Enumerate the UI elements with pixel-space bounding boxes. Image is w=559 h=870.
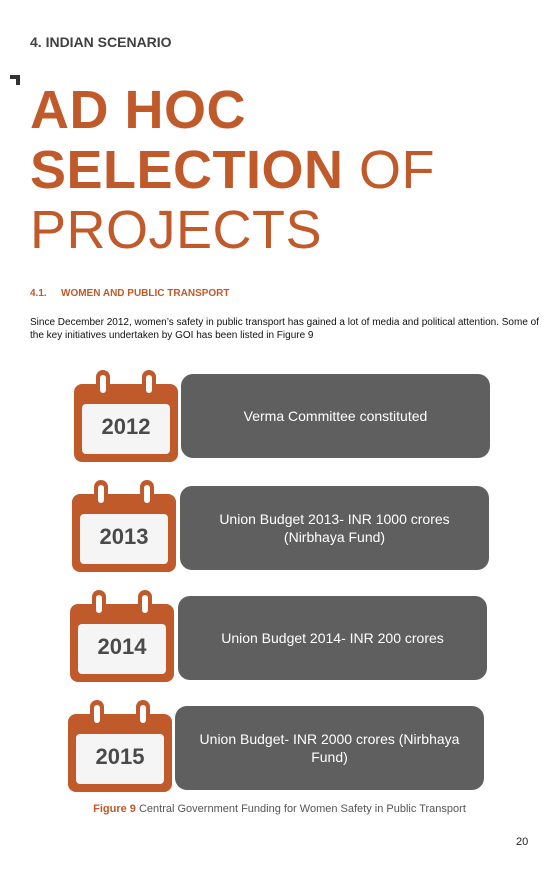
calendar-icon: 2014	[70, 590, 174, 682]
timeline-item-2012: 2012 Verma Committee constituted	[0, 370, 559, 470]
subsection-number: 4.1.	[30, 288, 47, 299]
subsection-heading: 4.1. WOMEN AND PUBLIC TRANSPORT	[30, 288, 230, 299]
timeline-text-box: Union Budget 2014- INR 200 crores	[178, 596, 487, 680]
figure-caption: Figure 9 Central Government Funding for …	[0, 803, 559, 815]
subsection-title: WOMEN AND PUBLIC TRANSPORT	[61, 288, 230, 299]
timeline-text-box: Union Budget 2013- INR 1000 crores (Nirb…	[180, 486, 489, 570]
corner-mark-icon	[10, 75, 20, 85]
timeline-year: 2014	[97, 634, 147, 659]
calendar-icon: 2013	[72, 480, 176, 572]
title-line-2: SELECTION OF	[30, 140, 435, 200]
title-line-3: PROJECTS	[30, 200, 323, 260]
timeline-year: 2013	[99, 524, 149, 549]
timeline-year: 2015	[95, 744, 145, 769]
title-line-2-rest: OF	[343, 140, 436, 200]
figure-caption-text: Central Government Funding for Women Saf…	[135, 803, 466, 815]
timeline-item-2013: 2013 Union Budget 2013- INR 1000 crores …	[0, 480, 559, 580]
title-line-2-bold: SELECTION	[30, 140, 344, 200]
section-heading: 4. INDIAN SCENARIO	[30, 34, 172, 50]
title-line-1: AD HOC	[30, 80, 246, 140]
timeline-item-2015: 2015 Union Budget- INR 2000 crores (Nirb…	[0, 700, 559, 800]
page-number: 20	[516, 836, 529, 848]
calendar-icon: 2015	[68, 700, 172, 792]
timeline-year: 2012	[101, 414, 151, 439]
timeline-text-box: Union Budget- INR 2000 crores (Nirbhaya …	[175, 706, 484, 790]
intro-paragraph: Since December 2012, women’s safety in p…	[30, 317, 539, 341]
timeline-text-box: Verma Committee constituted	[181, 374, 490, 458]
calendar-icon: 2012	[74, 370, 178, 462]
page-title: AD HOC SELECTION OF PROJECTS	[30, 80, 435, 260]
figure-label: Figure 9	[93, 803, 136, 815]
timeline-item-2014: 2014 Union Budget 2014- INR 200 crores	[0, 590, 559, 690]
